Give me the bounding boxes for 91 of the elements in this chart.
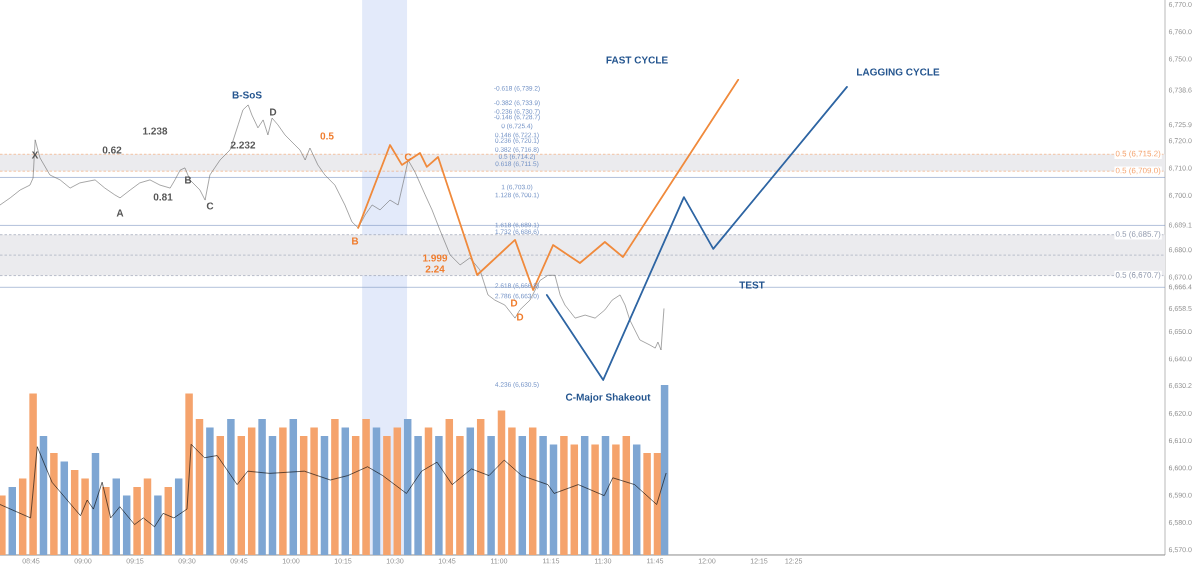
bar bbox=[528, 427, 537, 555]
bar bbox=[268, 435, 277, 555]
bar bbox=[435, 435, 443, 555]
bar bbox=[174, 478, 183, 555]
bar bbox=[580, 435, 589, 555]
bar bbox=[122, 495, 131, 555]
bar bbox=[216, 435, 225, 555]
bar bbox=[466, 427, 475, 555]
bar bbox=[487, 435, 495, 555]
annotation: C-Major Shakeout bbox=[565, 393, 651, 403]
bar bbox=[279, 427, 287, 555]
bar bbox=[195, 418, 204, 555]
annotation: 2.232 bbox=[230, 141, 256, 149]
annotation: LAGGING CYCLE bbox=[857, 68, 940, 76]
bar bbox=[29, 393, 37, 555]
bar bbox=[320, 435, 329, 555]
ref-line-label: 0.5 (6,685.7) bbox=[1115, 230, 1161, 239]
annotation: 0.5 bbox=[320, 132, 334, 140]
bar bbox=[341, 427, 350, 555]
annotation: B bbox=[352, 237, 359, 245]
annotation: TEST bbox=[739, 281, 765, 289]
annotation: C bbox=[206, 202, 214, 210]
bar bbox=[601, 435, 610, 555]
annotation: D bbox=[517, 313, 524, 321]
bar bbox=[18, 478, 27, 555]
bar bbox=[476, 418, 485, 555]
bar bbox=[497, 410, 506, 555]
line-series bbox=[545, 86, 848, 381]
bar bbox=[456, 435, 464, 555]
bar bbox=[258, 418, 266, 555]
bar bbox=[643, 452, 651, 555]
bar bbox=[185, 393, 193, 555]
bar bbox=[549, 444, 558, 555]
annotation: 1.999 bbox=[423, 254, 448, 262]
bar bbox=[50, 452, 58, 555]
bar bbox=[8, 486, 17, 555]
annotation: D bbox=[511, 299, 518, 307]
bar bbox=[632, 444, 641, 555]
bar bbox=[102, 486, 110, 555]
ref-line-label: 0.5 (6,709.0) bbox=[1115, 167, 1161, 175]
bar bbox=[310, 427, 318, 555]
bar bbox=[70, 469, 79, 555]
annotation: 2.24 bbox=[425, 265, 445, 273]
bar bbox=[91, 452, 100, 555]
bar bbox=[331, 418, 339, 555]
line-series bbox=[357, 78, 740, 291]
annotation: A bbox=[116, 209, 124, 217]
bar bbox=[164, 486, 173, 555]
bar bbox=[393, 427, 402, 555]
annotation: B-SoS bbox=[232, 91, 262, 99]
bar bbox=[518, 435, 527, 555]
bar bbox=[81, 478, 89, 555]
bar bbox=[570, 444, 579, 555]
bar bbox=[403, 418, 412, 555]
bar bbox=[560, 435, 568, 555]
bar bbox=[143, 478, 152, 555]
annotation: 0.81 bbox=[153, 193, 173, 201]
bar bbox=[372, 427, 381, 555]
bar bbox=[351, 435, 360, 555]
bar bbox=[154, 495, 162, 555]
bar bbox=[133, 486, 141, 555]
bar bbox=[227, 418, 235, 555]
annotation: 0.62 bbox=[102, 146, 122, 154]
bar bbox=[247, 427, 256, 555]
bar bbox=[622, 435, 631, 555]
bar bbox=[653, 452, 662, 555]
ref-line-label: 0.5 (6,715.2) bbox=[1115, 150, 1161, 159]
annotation: X bbox=[31, 151, 39, 159]
bar bbox=[539, 435, 547, 555]
bar bbox=[591, 444, 599, 555]
bar bbox=[206, 427, 214, 555]
bar bbox=[237, 435, 246, 555]
bar bbox=[362, 418, 370, 555]
bar bbox=[383, 435, 391, 555]
ref-line-label: 0.5 (6,670.7) bbox=[1115, 271, 1161, 280]
annotation: 1.238 bbox=[143, 127, 168, 135]
bar bbox=[112, 478, 121, 555]
bar bbox=[299, 435, 308, 555]
annotation: B bbox=[185, 176, 192, 184]
annotation: C bbox=[404, 153, 412, 161]
bar bbox=[60, 461, 69, 555]
bar bbox=[39, 435, 48, 555]
bar bbox=[445, 418, 454, 555]
bar bbox=[289, 418, 298, 555]
annotation: FAST CYCLE bbox=[606, 56, 668, 64]
bar bbox=[424, 427, 433, 555]
bar bbox=[612, 444, 620, 555]
bar bbox=[660, 384, 669, 555]
bar bbox=[414, 435, 422, 555]
annotation: D bbox=[270, 108, 277, 116]
bar bbox=[508, 427, 516, 555]
